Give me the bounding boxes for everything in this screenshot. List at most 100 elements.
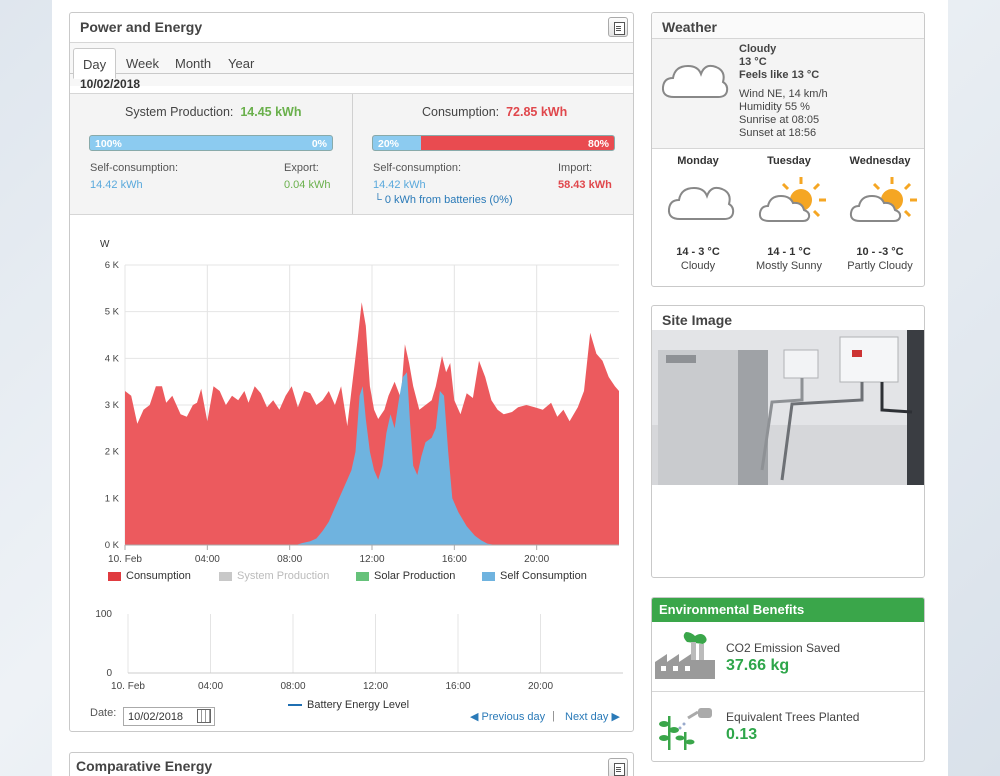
production-bar-right: 0% [311,138,327,150]
legend-self-consumption-swatch [482,571,495,581]
consumption-bar-self-fill [373,136,422,150]
import-label: Import: [558,162,593,174]
legend-solar-production-label: Solar Production [374,570,456,582]
consumption-label: Consumption: [422,105,500,119]
x-tick-label: 10. Feb [108,554,142,565]
forecast-temp-3: 10 - -3 °C [856,246,904,258]
export-value: 0.04 kWh [284,179,331,191]
weather-title: Weather [652,13,924,39]
x-tick-label: 16:00 [442,554,467,565]
legend-battery-label: Battery Energy Level [307,699,410,711]
power-chart: W 0 K 1 K 2 K 3 K 4 K 5 K 6 K 10. Feb 04:00 08:00 1… [100,239,619,565]
co2-label: CO2 Emission Saved [726,641,841,655]
tab-week[interactable]: Week [126,56,159,71]
forecast-temp-1: 14 - 3 °C [676,246,720,258]
sunrise: Sunrise at 08:05 [739,114,820,126]
tabs-underline [70,73,633,74]
y-tick-label: 5 K [105,307,120,318]
battery-x-tick-label: 04:00 [198,681,223,692]
tab-month[interactable]: Month [175,56,212,71]
y-tick-label: 6 K [105,260,120,271]
consumption-value: 72.85 kWh [506,105,568,119]
legend-solar-production-swatch [356,571,369,581]
y-tick-label: 3 K [105,400,120,411]
cloud-icon [661,64,729,98]
consumption-bar-left: 20% [378,138,400,150]
forecast-desc-2: Mostly Sunny [755,260,823,272]
tab-day[interactable]: Day [73,48,117,79]
co2-value: 37.66 kg [726,657,790,674]
factory-icon [655,632,715,679]
energy-summary: System Production: 14.45 kWh 100% 0% Sel… [70,93,633,215]
export-label: Export: [284,162,319,174]
y-tick-label: 1 K [105,493,120,504]
weather-current: Cloudy 13 °C Feels like 13 °C Wind NE, 1… [652,39,924,148]
weather-forecast: Monday Tuesday Wednesday 14 - 3 °C 14 - … [652,148,924,286]
environmental-title: Environmental Benefits [652,598,924,622]
battery-chart: 0 100 10. Feb 04:00 08:00 12:00 16:00 20:00 [95,609,623,692]
forecast-desc-3: Partly Cloudy [847,260,913,272]
trees-value: 0.13 [726,726,758,743]
next-day-link[interactable]: Next day ▶ [565,711,620,723]
sun-cloud-icon [758,177,826,222]
date-input[interactable] [123,707,215,726]
site-photo-illustration [652,330,924,485]
x-tick-label: 12:00 [359,554,384,565]
y-tick-label: 4 K [105,353,120,364]
weather-panel: Weather Cloudy 13 °C Feels like 13 °C Wi… [651,12,925,287]
legend-consumption-swatch [108,571,121,581]
production-self-value: 14.42 kWh [90,179,143,191]
battery-x-tick-label: 08:00 [280,681,305,692]
comparative-energy-title: Comparative Energy [76,758,213,774]
comparative-energy-panel: Comparative Energy [69,752,634,776]
x-tick-label: 08:00 [277,554,302,565]
legend-solar-production[interactable]: Solar Production [356,570,455,582]
production-bar-left: 100% [95,138,122,150]
calendar-icon[interactable] [197,709,211,723]
legend-system-production[interactable]: System Production [219,570,329,582]
y-tick-label: 0 K [105,540,120,551]
tab-year[interactable]: Year [228,56,255,71]
production-self-label: Self-consumption: [90,162,179,174]
consumption-self-label: Self-consumption: [373,162,462,174]
battery-y-tick-label: 0 [106,668,112,679]
cloud-icon [667,186,735,220]
chart-area: W 0 K 1 K 2 K 3 K 4 K 5 K 6 K 10. Feb 04:00 08:00 1… [70,215,633,731]
period-tabs: Day Week Month Year [70,42,633,86]
legend-battery-swatch [288,704,302,707]
battery-x-tick-label: 16:00 [445,681,470,692]
battery-y-tick-label: 100 [95,609,112,620]
trees-label: Equivalent Trees Planted [726,710,860,724]
consumption-self-value: 14.42 kWh [373,179,426,191]
previous-day-link[interactable]: ◀ Previous day [470,711,546,723]
feels-like: Feels like 13 °C [739,69,820,81]
print-icon[interactable] [608,17,628,37]
legend-battery-level[interactable]: Battery Energy Level [288,699,409,711]
legend-consumption[interactable]: Consumption [108,570,191,582]
legend-self-consumption[interactable]: Self Consumption [482,570,587,582]
consumption-heading: Consumption: 72.85 kWh [422,105,567,119]
production-heading: System Production: 14.45 kWh [125,105,301,119]
power-energy-panel: Power and Energy Day Week Month Year 10/… [69,12,634,732]
environmental-panel: Environmental Benefits CO2 Emission Save… [651,597,925,762]
import-value: 58.43 kWh [558,179,612,191]
environmental-separator [652,691,924,692]
current-temp: 13 °C [739,56,767,68]
y-tick-label: 2 K [105,447,120,458]
forecast-desc-1: Cloudy [680,260,716,272]
summary-divider [352,94,353,214]
date-label: Date: [90,707,117,719]
current-condition: Cloudy [739,43,777,55]
y-axis-unit-label: W [100,239,110,250]
consumption-bar-right: 80% [587,138,609,150]
site-photo[interactable] [652,330,924,485]
sun-cloud-icon [849,177,917,222]
site-image-title: Site Image [662,312,733,328]
batteries-note: └ 0 kWh from batteries (0%) [374,194,513,206]
forecast-day-3: Wednesday [849,155,911,167]
production-bar: 100% 0% [89,135,333,151]
forecast-temp-2: 14 - 1 °C [767,246,811,258]
print-icon[interactable] [608,758,628,776]
x-tick-label: 20:00 [524,554,549,565]
selected-date: 10/02/2018 [80,77,141,91]
